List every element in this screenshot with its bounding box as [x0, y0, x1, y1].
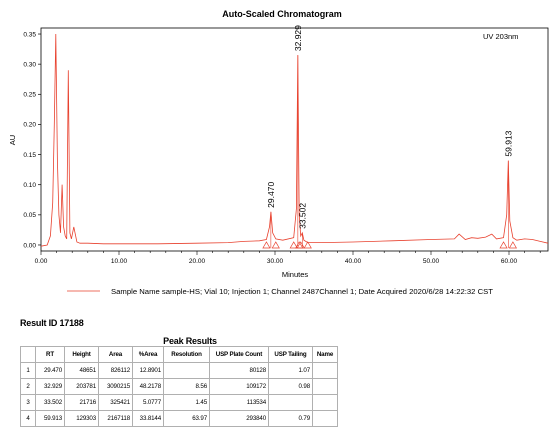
table-cell: 33.502: [35, 394, 65, 411]
chromatogram-chart: Auto-Scaled Chromatogram UV 203nm AU Min…: [8, 9, 549, 296]
table-row: 2 32.929 203781 3090215 48.2178 8.56 109172 0.9…: [20, 378, 338, 395]
chromatogram-trace: [40, 33, 549, 247]
table-cell: [268, 394, 313, 411]
table-cell: [312, 378, 338, 395]
peak-label: 59.913: [503, 130, 513, 156]
legend-text: Sample Name sample-HS; Vial 10; Injectio…: [111, 289, 494, 296]
table-cell: 48651: [64, 362, 99, 379]
table-cell: 8.56: [163, 378, 210, 395]
column-header: [20, 346, 36, 363]
table-cell: 3: [20, 394, 36, 411]
chart-title: Auto-Scaled Chromatogram: [222, 9, 342, 19]
table-row: 4 59.913 129303 2167118 33.8144 63.97 293840 0.…: [20, 410, 338, 427]
peak-results-title: Peak Results: [163, 336, 217, 346]
peak-label: 32.929: [293, 25, 303, 51]
table-cell: 3090215: [98, 378, 133, 395]
table-cell: 293840: [209, 410, 269, 427]
table-cell: 59.913: [35, 410, 65, 427]
table-cell: [312, 394, 338, 411]
y-axis-label: AU: [8, 135, 17, 145]
table-cell: 2167118: [98, 410, 133, 427]
table-cell: 1.45: [163, 394, 210, 411]
y-tick-label: 0.10: [23, 182, 36, 189]
table-cell: 12.8901: [132, 362, 164, 379]
integration-marker: [262, 241, 271, 249]
column-header: Height: [64, 346, 99, 363]
integration-marker: [289, 241, 298, 249]
table-cell: 48.2178: [132, 378, 164, 395]
y-tick-label: 0.20: [23, 122, 36, 129]
table-cell: 5.0777: [132, 394, 164, 411]
column-header: USP Plate Count: [209, 346, 269, 363]
y-axis-ticks: 0.00 0.05 0.10 0.15 0.20 0.25 0.30 0.35: [23, 31, 41, 249]
table-cell: 826112: [98, 362, 133, 379]
table-cell: 113534: [209, 394, 269, 411]
column-header: RT: [35, 346, 65, 363]
table-cell: 63.97: [163, 410, 210, 427]
y-tick-label: 0.15: [23, 152, 36, 159]
table-row: 1 29.470 48651 826112 12.8901 80128 1.07: [20, 362, 338, 379]
table-cell: 1: [20, 362, 36, 379]
table-row: 3 33.502 21716 325421 5.0777 1.45 113534: [20, 394, 338, 411]
x-tick-label: 30.00: [267, 258, 284, 265]
x-tick-label: 60.00: [501, 258, 518, 265]
column-header: Name: [312, 346, 338, 363]
table-cell: [312, 410, 338, 427]
x-tick-label: 40.00: [345, 258, 362, 265]
table-cell: 325421: [98, 394, 133, 411]
detector-label: UV 203nm: [483, 32, 518, 41]
integration-marker: [303, 241, 312, 249]
table-cell: 21716: [64, 394, 99, 411]
integration-markers: [262, 241, 518, 249]
y-tick-label: 0.30: [23, 61, 36, 68]
table-cell: [312, 362, 338, 379]
y-tick-label: 0.05: [23, 212, 36, 219]
table-cell: 0.98: [268, 378, 313, 395]
table-cell: 129303: [64, 410, 99, 427]
x-axis-label: Minutes: [282, 270, 309, 279]
x-tick-label: 0.00: [35, 258, 48, 265]
column-header: USP Tailing: [268, 346, 313, 363]
x-tick-label: 20.00: [189, 258, 206, 265]
table-cell: 0.79: [268, 410, 313, 427]
x-tick-label: 10.00: [111, 258, 128, 265]
plot-frame: [40, 27, 549, 252]
table-cell: 2: [20, 378, 36, 395]
x-axis-ticks: 0.00 10.00 20.00 30.00 40.00 50.00 60.00: [35, 251, 541, 265]
y-tick-label: 0.35: [23, 31, 36, 38]
table-cell: 1.07: [268, 362, 313, 379]
table-cell: 29.470: [35, 362, 65, 379]
peak-label: 33.502: [297, 203, 307, 229]
integration-marker: [508, 241, 518, 249]
column-header: Resolution: [163, 346, 210, 363]
result-id: Result ID 17188: [20, 318, 84, 328]
table-cell: 109172: [209, 378, 269, 395]
peak-labels: 29.470 32.929 33.502 59.913: [266, 25, 513, 248]
table-header-row: RT Height Area %Area Resolution USP Plat…: [20, 346, 338, 363]
y-tick-label: 0.25: [23, 92, 36, 99]
table-cell: 80128: [209, 362, 269, 379]
table-cell: 4: [20, 410, 36, 427]
column-header: Area: [98, 346, 133, 363]
y-tick-label: 0.00: [23, 242, 36, 249]
column-header: %Area: [132, 346, 164, 363]
table-cell: 32.929: [35, 378, 65, 395]
x-tick-label: 50.00: [423, 258, 440, 265]
table-cell: [163, 362, 210, 379]
peak-results-table: RT Height Area %Area Resolution USP Plat…: [20, 346, 338, 427]
integration-marker: [499, 241, 508, 249]
table-cell: 203781: [64, 378, 99, 395]
table-cell: 33.8144: [132, 410, 164, 427]
integration-marker: [271, 241, 280, 249]
peak-label: 29.470: [266, 182, 276, 208]
